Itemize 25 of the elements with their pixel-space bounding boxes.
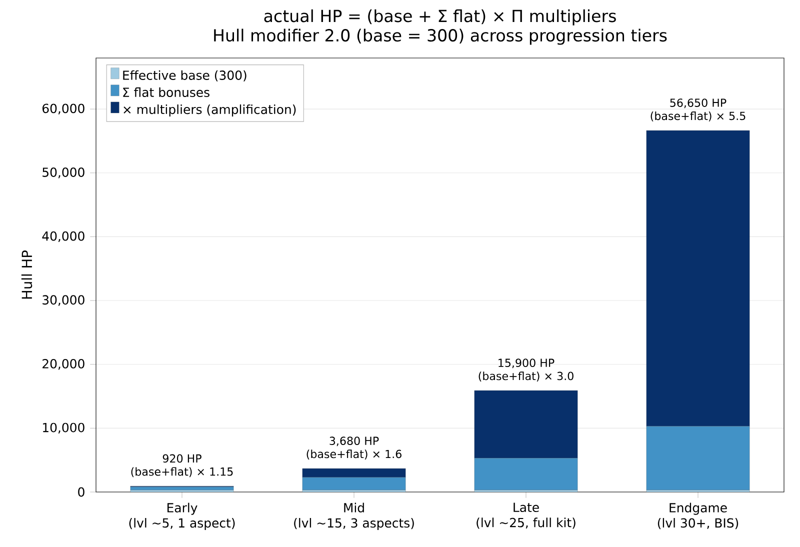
y-tick-label: 10,000 (43, 422, 84, 434)
annotation: (base+flat) × 3.0 (478, 372, 574, 382)
chart-title: actual HP = (base + Σ flat) × Π multipliers (264, 9, 616, 26)
legend-label: Σ flat bonuses (123, 87, 210, 98)
legend-label: × multipliers (amplification) (124, 104, 296, 117)
x-tick-label: Endgame (lvl 30+, BIS) (658, 502, 738, 530)
total-label: 56,650 HP (670, 98, 726, 108)
y-tick-label: 60,000 (42, 104, 84, 114)
y-tick-label: 0 (78, 487, 84, 497)
x-tick-label: Late (lvl ~25, full kit) (476, 502, 576, 529)
annotation: (base+flat) × 1.6 (306, 450, 402, 460)
chart-subtitle: Hull modifier 2.0 (base = 300) across progression tiers (214, 28, 667, 45)
legend-label: Effective base (300) (123, 70, 246, 82)
annotation: (base+flat) × 5.5 (650, 112, 746, 122)
total-label: 15,900 HP (498, 358, 554, 368)
x-tick-label: Early (lvl ~5, 1 aspect) (129, 502, 235, 530)
y-tick-label: 50,000 (42, 168, 84, 178)
y-axis-title: Hull HP (21, 250, 32, 299)
total-label: 3,680 HP (330, 436, 379, 446)
annotation: (base+flat) × 1.15 (131, 467, 233, 478)
y-tick-label: 30,000 (42, 295, 84, 306)
x-tick-label: Mid (lvl ~15, 3 aspects) (294, 502, 414, 530)
y-tick-label: 20,000 (42, 359, 84, 370)
total-label: 920 HP (162, 454, 202, 463)
y-tick-label: 40,000 (42, 231, 84, 242)
